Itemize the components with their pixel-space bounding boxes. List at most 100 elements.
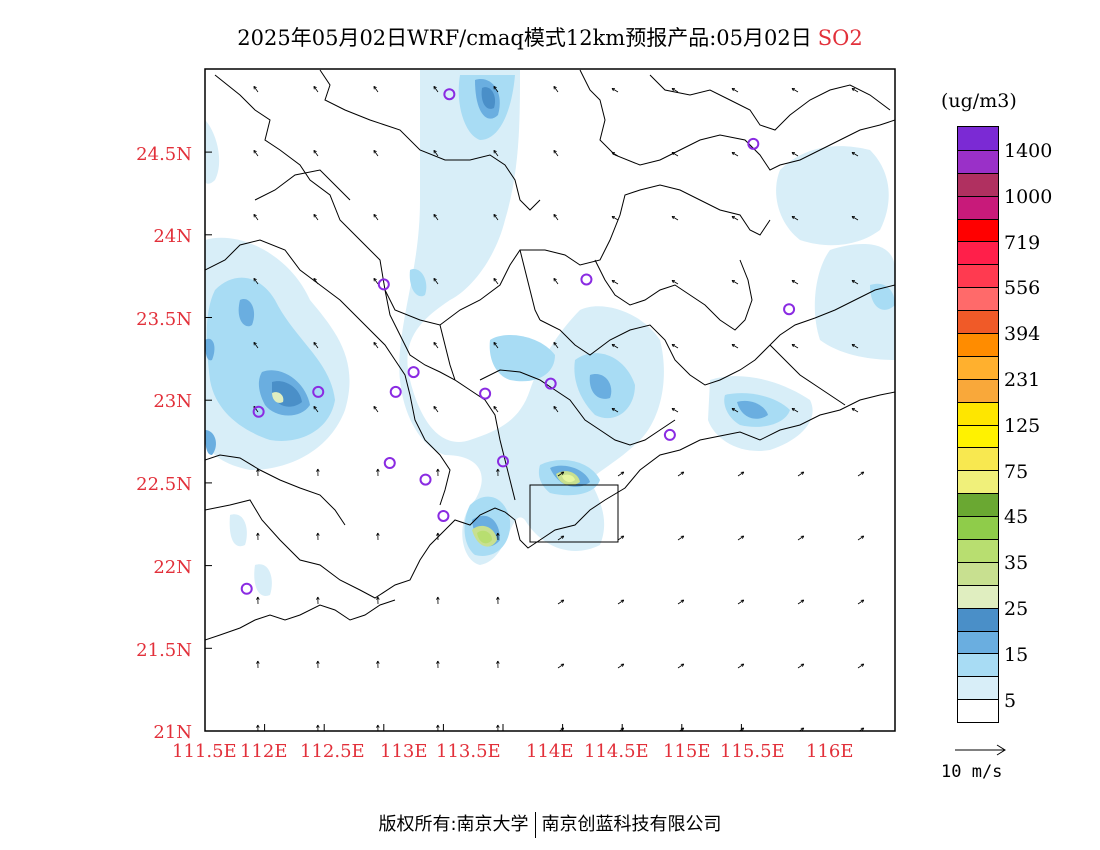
wind-arrow <box>376 660 380 669</box>
wind-arrow <box>433 277 439 285</box>
colorbar-swatch <box>958 653 998 677</box>
wind-arrow <box>553 149 559 157</box>
wind-arrow <box>313 277 319 285</box>
wind-arrow <box>313 149 319 157</box>
so2-contour-5 <box>399 70 664 565</box>
station-marker <box>407 366 420 379</box>
wind-arrow <box>797 535 805 541</box>
wind-arrow <box>376 596 380 605</box>
wind-arrow <box>313 213 319 221</box>
wind-arrow <box>493 149 499 157</box>
wind-arrow <box>617 471 625 477</box>
wind-arrow <box>316 532 320 541</box>
station-marker <box>580 273 593 286</box>
lat-label: 22.5N <box>136 474 192 495</box>
wind-arrow <box>731 343 739 349</box>
wind-arrow <box>851 279 859 285</box>
wind-arrow <box>493 213 499 221</box>
station-marker <box>389 385 402 398</box>
so2-contour-5 <box>229 514 247 547</box>
colorbar-label: 25 <box>1004 598 1029 620</box>
wind-arrow <box>253 149 259 157</box>
lat-label: 24.5N <box>136 144 192 165</box>
station-marker <box>497 455 509 468</box>
colorbar-swatch <box>958 584 998 608</box>
wind-arrow <box>851 343 859 349</box>
wind-arrow <box>611 87 619 93</box>
wind-arrow <box>857 535 865 541</box>
station-marker <box>240 582 253 595</box>
wind-arrow <box>851 215 859 221</box>
station-marker <box>479 387 492 400</box>
wind-arrow <box>677 663 685 669</box>
admin-boundary <box>579 69 895 171</box>
lon-label: 112.5E <box>300 741 365 762</box>
wind-arrow <box>557 471 565 477</box>
station-marker <box>437 509 450 522</box>
wind-arrow <box>611 151 619 157</box>
colorbar-label: 75 <box>1004 460 1029 483</box>
wind-arrow <box>611 279 619 285</box>
wind-arrow <box>316 660 320 669</box>
wind-arrow <box>553 341 559 349</box>
colorbar-swatch <box>958 241 998 265</box>
wind-arrow <box>496 596 500 605</box>
region-box <box>529 484 619 543</box>
pollutant-label: SO2 <box>817 26 863 50</box>
wind-arrow <box>731 215 739 221</box>
lon-label: 116E <box>806 741 854 762</box>
wind-arrow <box>857 471 865 477</box>
wind-arrow <box>557 535 565 541</box>
so2-contour-15 <box>489 335 555 382</box>
wind-arrow <box>851 151 859 157</box>
wind-arrow <box>737 471 745 477</box>
lat-label: 21.5N <box>136 640 192 661</box>
colorbar-label: 719 <box>1004 231 1041 254</box>
wind-arrow <box>256 660 260 669</box>
wind-arrow <box>253 85 259 93</box>
wind-arrow <box>737 599 745 605</box>
colorbar-swatch <box>958 287 998 311</box>
lat-label: 23.5N <box>136 309 192 330</box>
wind-arrow <box>791 343 799 349</box>
wind-arrow <box>253 341 259 349</box>
colorbar-swatch <box>958 195 998 219</box>
wind-arrow <box>731 87 739 93</box>
colorbar-swatch <box>958 127 998 150</box>
colorbar-label: 125 <box>1004 414 1041 437</box>
so2-contour-25 <box>205 338 215 361</box>
colorbar-swatch <box>958 172 998 196</box>
concentration-field <box>205 70 895 596</box>
reference-arrow-icon <box>955 744 1006 756</box>
wind-arrow <box>677 535 685 541</box>
colorbar-swatch <box>958 355 998 379</box>
wind-arrow <box>436 660 440 669</box>
admin-boundary <box>319 69 541 211</box>
wind-arrow <box>373 85 379 93</box>
wind-arrow <box>557 663 565 669</box>
station-marker <box>419 473 432 486</box>
so2-contour-45 <box>272 392 284 403</box>
colorbar-label: 35 <box>1004 552 1029 575</box>
lat-label: 21N <box>153 722 192 743</box>
so2-contour-45 <box>562 474 575 483</box>
wind-arrow <box>851 407 859 413</box>
colorbar-swatch <box>958 699 998 723</box>
wind-arrow <box>671 151 679 157</box>
wind-arrow <box>253 213 259 221</box>
wind-arrow <box>373 149 379 157</box>
so2-contour-25 <box>238 299 255 327</box>
lon-label: 115E <box>663 741 711 762</box>
wind-arrow <box>737 663 745 669</box>
so2-contour-5 <box>254 564 272 596</box>
lon-label: 111.5E <box>172 741 237 762</box>
wind-arrow <box>731 279 739 285</box>
wind-arrow <box>677 599 685 605</box>
wind-arrow <box>671 87 679 93</box>
colorbar-label: 45 <box>1004 506 1029 529</box>
admin-boundary <box>205 454 346 526</box>
admin-boundary <box>205 239 451 506</box>
boundaries <box>205 69 895 641</box>
colorbar-label: 1400 <box>1004 140 1053 162</box>
